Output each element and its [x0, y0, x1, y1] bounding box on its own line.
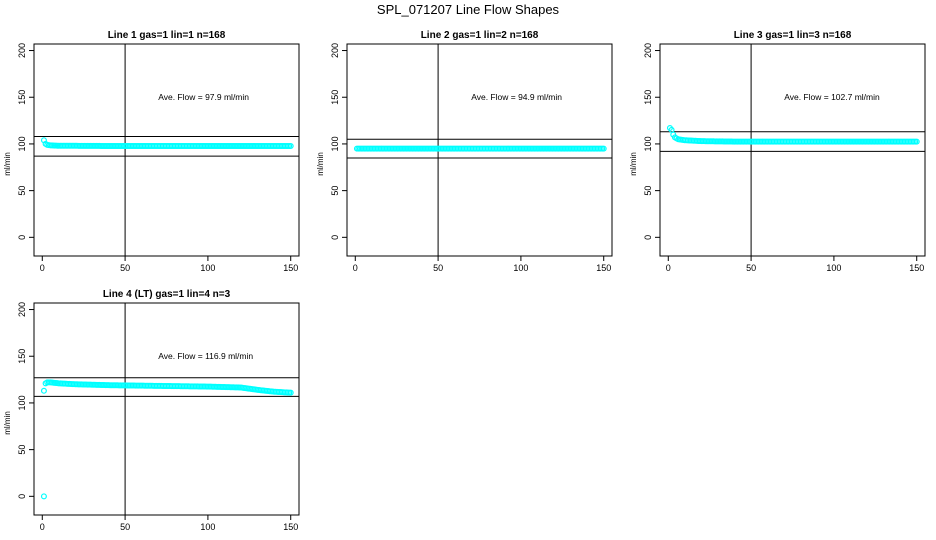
chart-panel-4: Line 4 (LT) gas=1 lin=4 n=3 ml/min 0 50 100 1… [3, 289, 300, 532]
average-flow-annotation: Ave. Flow = 102.7 ml/min [784, 92, 880, 102]
x-tick-label: 100 [200, 522, 215, 532]
x-tick-label: 50 [433, 263, 443, 273]
x-tick-label: 0 [40, 263, 45, 273]
y-tick-label: 150 [330, 90, 340, 105]
chart-title: Line 1 gas=1 lin=1 n=168 [108, 30, 226, 41]
chart-title: Line 2 gas=1 lin=2 n=168 [421, 30, 539, 41]
y-tick-label: 200 [17, 43, 27, 58]
x-tick-label: 150 [283, 522, 298, 532]
x-tick-label: 150 [283, 263, 298, 273]
plot-frame [33, 302, 300, 516]
y-tick-label: 150 [643, 90, 653, 105]
y-tick-label: 50 [330, 186, 340, 196]
x-tick-label: 50 [120, 522, 130, 532]
y-tick-label: 0 [17, 235, 27, 240]
x-tick-label: 50 [120, 263, 130, 273]
chart-panel-3: Line 3 gas=1 lin=3 n=168 ml/min 0 50 100 150 0… [629, 30, 926, 273]
plot-frame [346, 43, 613, 257]
data-point [913, 138, 920, 145]
y-tick-label: 100 [17, 395, 27, 410]
y-tick-label: 100 [330, 136, 340, 151]
y-tick-label: 100 [17, 136, 27, 151]
y-tick-label: 0 [643, 235, 653, 240]
data-point [40, 493, 47, 500]
plot-frame [33, 43, 300, 257]
x-tick-label: 100 [826, 263, 841, 273]
y-axis-label: ml/min [3, 411, 12, 435]
y-tick-label: 150 [17, 90, 27, 105]
chart-panel-1: Line 1 gas=1 lin=1 n=168 ml/min 0 50 100 150 0… [3, 30, 300, 273]
y-tick-label: 150 [17, 349, 27, 364]
y-tick-label: 50 [17, 186, 27, 196]
y-tick-label: 100 [643, 136, 653, 151]
x-tick-label: 100 [513, 263, 528, 273]
y-axis-label: ml/min [316, 152, 325, 176]
average-flow-annotation: Ave. Flow = 97.9 ml/min [158, 92, 249, 102]
x-tick-label: 0 [353, 263, 358, 273]
y-tick-label: 0 [330, 235, 340, 240]
data-point [40, 387, 47, 394]
data-series [353, 145, 607, 152]
y-axis-label: ml/min [629, 152, 638, 176]
x-tick-label: 0 [666, 263, 671, 273]
x-tick-label: 50 [746, 263, 756, 273]
chart-title: Line 3 gas=1 lin=3 n=168 [734, 30, 852, 41]
data-point [600, 145, 607, 152]
data-point [287, 142, 294, 149]
chart-panel-2: Line 2 gas=1 lin=2 n=168 ml/min 0 50 100 150 0… [316, 30, 613, 273]
data-point [287, 389, 294, 396]
x-tick-label: 150 [909, 263, 924, 273]
x-tick-label: 0 [40, 522, 45, 532]
data-series [666, 125, 920, 145]
x-tick-label: 100 [200, 263, 215, 273]
data-series [40, 137, 294, 149]
chart-title: Line 4 (LT) gas=1 lin=4 n=3 [103, 289, 231, 300]
y-tick-label: 200 [17, 302, 27, 317]
x-tick-label: 150 [596, 263, 611, 273]
y-tick-label: 50 [17, 445, 27, 455]
plot-frame [659, 43, 926, 257]
y-tick-label: 50 [643, 186, 653, 196]
data-series [40, 379, 294, 500]
y-axis-label: ml/min [3, 152, 12, 176]
y-tick-label: 200 [643, 43, 653, 58]
average-flow-annotation: Ave. Flow = 116.9 ml/min [158, 351, 253, 361]
y-tick-label: 0 [17, 494, 27, 499]
page-title: SPL_071207 Line Flow Shapes [376, 2, 560, 17]
y-tick-label: 200 [330, 43, 340, 58]
average-flow-annotation: Ave. Flow = 94.9 ml/min [471, 92, 562, 102]
